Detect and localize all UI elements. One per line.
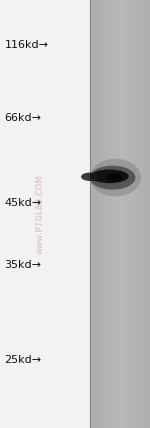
- Ellipse shape: [90, 159, 141, 196]
- Bar: [138, 0, 140, 428]
- Bar: [92, 0, 93, 428]
- Text: www.PTGLAB.COM: www.PTGLAB.COM: [36, 174, 45, 254]
- Bar: [98, 0, 99, 428]
- Text: 35kd→: 35kd→: [4, 260, 42, 270]
- Bar: [140, 0, 141, 428]
- Bar: [146, 0, 147, 428]
- Text: 45kd→: 45kd→: [4, 198, 42, 208]
- Bar: [124, 0, 126, 428]
- Bar: [132, 0, 134, 428]
- Bar: [106, 0, 108, 428]
- Bar: [111, 0, 112, 428]
- Ellipse shape: [81, 172, 99, 181]
- Bar: [112, 0, 114, 428]
- Bar: [90, 0, 92, 428]
- Bar: [118, 0, 120, 428]
- Text: 25kd→: 25kd→: [4, 354, 42, 365]
- Bar: [110, 0, 111, 428]
- Bar: [130, 0, 132, 428]
- Bar: [94, 0, 96, 428]
- Bar: [142, 0, 144, 428]
- Bar: [123, 0, 124, 428]
- Bar: [102, 0, 104, 428]
- Bar: [108, 0, 110, 428]
- Bar: [100, 0, 102, 428]
- Bar: [148, 0, 150, 428]
- Bar: [120, 0, 122, 428]
- Bar: [96, 0, 98, 428]
- Bar: [136, 0, 138, 428]
- Bar: [114, 0, 116, 428]
- Bar: [93, 0, 94, 428]
- Bar: [126, 0, 128, 428]
- Bar: [141, 0, 142, 428]
- Bar: [122, 0, 123, 428]
- Bar: [105, 0, 106, 428]
- Bar: [90, 0, 150, 428]
- Ellipse shape: [90, 166, 135, 190]
- Bar: [0, 0, 90, 428]
- Bar: [134, 0, 135, 428]
- Bar: [147, 0, 148, 428]
- Bar: [99, 0, 100, 428]
- Ellipse shape: [90, 169, 129, 183]
- Bar: [103, 0, 105, 428]
- Bar: [129, 0, 130, 428]
- Bar: [144, 0, 146, 428]
- Bar: [135, 0, 136, 428]
- Text: 66kd→: 66kd→: [4, 113, 42, 123]
- Bar: [117, 0, 118, 428]
- Ellipse shape: [106, 173, 122, 182]
- Text: 116kd→: 116kd→: [4, 40, 48, 50]
- Bar: [116, 0, 117, 428]
- Bar: [128, 0, 129, 428]
